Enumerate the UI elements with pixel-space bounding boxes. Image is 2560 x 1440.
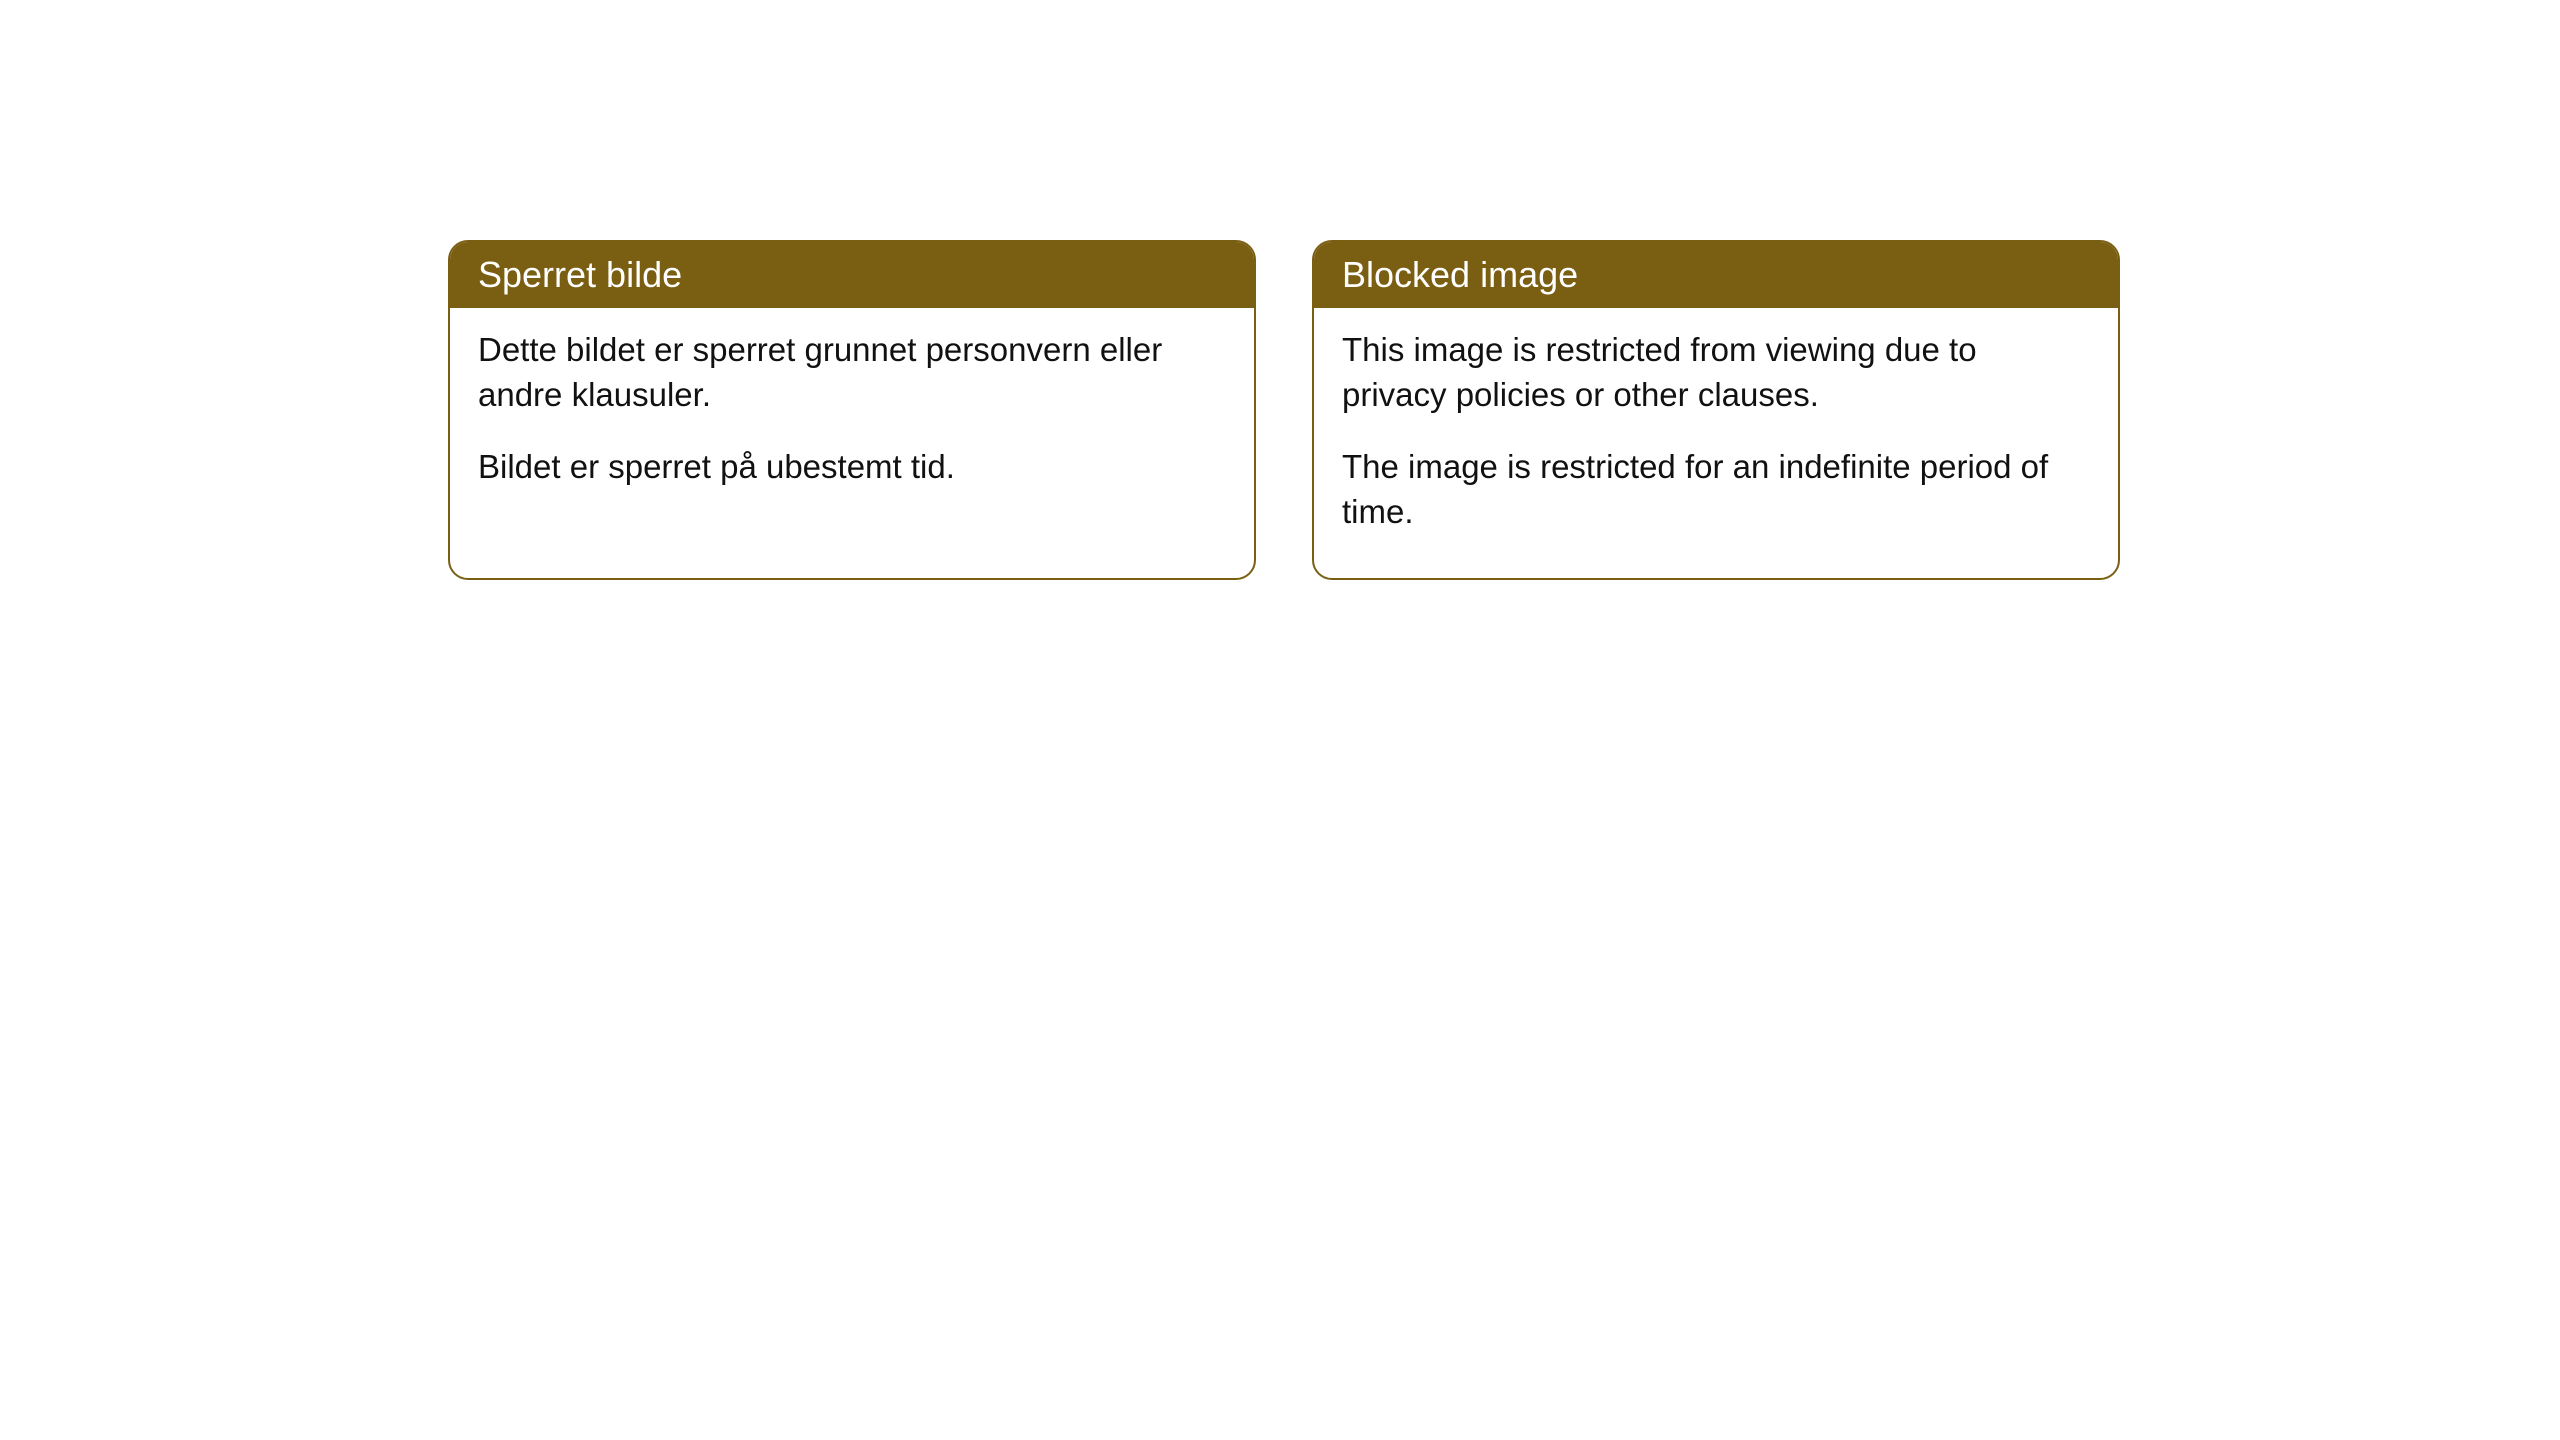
card-body-norwegian: Dette bildet er sperret grunnet personve… bbox=[450, 308, 1254, 534]
card-paragraph: The image is restricted for an indefinit… bbox=[1342, 445, 2090, 534]
card-body-english: This image is restricted from viewing du… bbox=[1314, 308, 2118, 578]
card-paragraph: This image is restricted from viewing du… bbox=[1342, 328, 2090, 417]
notice-card-english: Blocked image This image is restricted f… bbox=[1312, 240, 2120, 580]
card-header-norwegian: Sperret bilde bbox=[450, 242, 1254, 308]
card-paragraph: Bildet er sperret på ubestemt tid. bbox=[478, 445, 1226, 490]
card-header-english: Blocked image bbox=[1314, 242, 2118, 308]
notice-cards-container: Sperret bilde Dette bildet er sperret gr… bbox=[448, 240, 2560, 580]
card-paragraph: Dette bildet er sperret grunnet personve… bbox=[478, 328, 1226, 417]
notice-card-norwegian: Sperret bilde Dette bildet er sperret gr… bbox=[448, 240, 1256, 580]
